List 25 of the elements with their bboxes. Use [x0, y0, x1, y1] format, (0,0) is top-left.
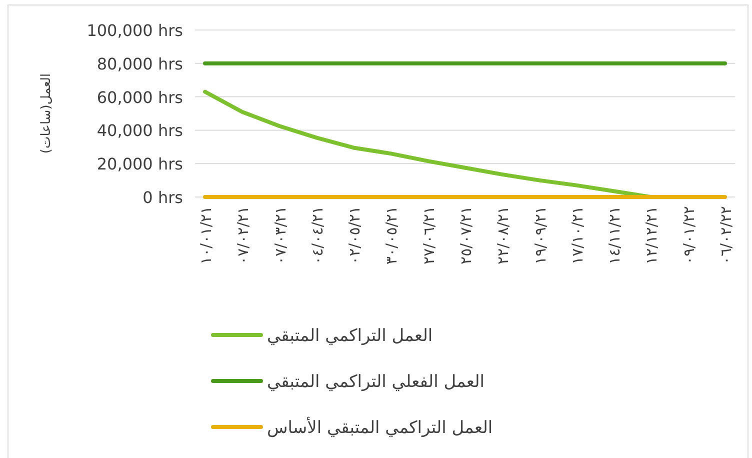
y-tick-label: 100,000 hrs: [86, 21, 183, 40]
x-tick-label: ٠٩/٠١/٢٢: [680, 206, 698, 264]
x-tick-label: ١٠/٠١/٢١: [197, 206, 215, 264]
legend-label: العمل التراكمي المتبقي الأساس: [267, 416, 493, 438]
x-tick-label: ٢٥/٠٧/٢١: [457, 206, 475, 264]
y-tick-label: 20,000 hrs: [96, 154, 183, 174]
x-tick-label: ١٢/١٢/٢١: [642, 206, 661, 264]
x-tick-label: ١٤/١١/٢١: [606, 206, 624, 264]
x-tick-label: ٢٢/٠٨/٢١: [494, 206, 512, 264]
x-tick-label: ٠٦/٠٢/٢٢: [717, 206, 735, 264]
x-tick-label: ٠٧/٠٢/٢١: [234, 206, 252, 264]
y-tick-label: 0 hrs: [142, 188, 183, 207]
x-tick-label: ١٩/٠٩/٢١: [531, 206, 550, 264]
x-tick-label: ١٧/١٠/٢١: [568, 206, 586, 264]
y-tick-label: 80,000 hrs: [96, 54, 183, 74]
x-tick-label: ٠٧/٠٣/٢١: [271, 206, 290, 264]
legend-label: العمل التراكمي المتبقي: [267, 326, 433, 346]
y-tick-label: 60,000 hrs: [96, 88, 183, 107]
x-tick-label: ٠٤/٠٤/٢١: [308, 206, 326, 264]
legend-label: العمل الفعلي التراكمي المتبقي: [267, 372, 485, 392]
x-tick-label: ٠٢/٠٥/٢١: [346, 206, 364, 264]
y-tick-label: 40,000 hrs: [96, 121, 183, 140]
x-tick-label: ٣٠/٠٥/٢١: [382, 206, 401, 264]
x-tick-label: ٢٧/٠٦/٢١: [420, 206, 438, 264]
y-axis-title: العمل(ساعات): [39, 73, 54, 154]
